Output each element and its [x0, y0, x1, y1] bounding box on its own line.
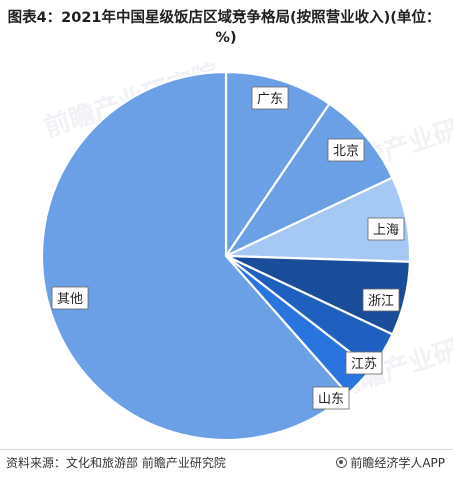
- slice-label-box: [51, 286, 89, 310]
- slice-label-box: [362, 288, 400, 312]
- slice-label-3: 浙江: [362, 288, 400, 312]
- source-note: 资料来源：文化和旅游部 前瞻产业研究院: [6, 456, 226, 470]
- slice-label-box: [345, 351, 383, 375]
- slice-label-text: 广东: [257, 92, 283, 107]
- slice-label-box: [312, 386, 350, 410]
- brand-text: 前瞻经济学人APP: [350, 456, 445, 470]
- slice-label-box: [367, 217, 405, 241]
- slice-label-1: 北京: [327, 138, 365, 162]
- slice-label-text: 其他: [57, 292, 83, 307]
- slice-label-5: 山东: [312, 386, 350, 410]
- brand-logo-icon: [336, 457, 348, 468]
- slice-label-box: [327, 138, 365, 162]
- slice-label-6: 其他: [51, 286, 89, 310]
- slice-label-0: 广东: [251, 86, 289, 110]
- slice-label-text: 山东: [318, 392, 344, 407]
- brand-credit: 前瞻经济学人APP: [336, 454, 445, 471]
- pie-slice-6: [40, 70, 349, 442]
- slice-label-2: 上海: [367, 217, 405, 241]
- slice-label-text: 江苏: [351, 356, 377, 372]
- pie-slices: [40, 70, 412, 442]
- slice-label-text: 上海: [373, 223, 399, 238]
- slice-label-box: [251, 86, 289, 110]
- slice-label-text: 浙江: [368, 294, 394, 309]
- pie-slice-0: [224, 70, 331, 258]
- chart-title: 图表4：2021年中国星级饭店区域竞争格局(按照营业收入)(单位：%): [7, 10, 441, 46]
- slice-label-4: 江苏: [345, 351, 383, 375]
- footer-divider: [0, 449, 453, 450]
- slice-label-text: 北京: [333, 144, 359, 159]
